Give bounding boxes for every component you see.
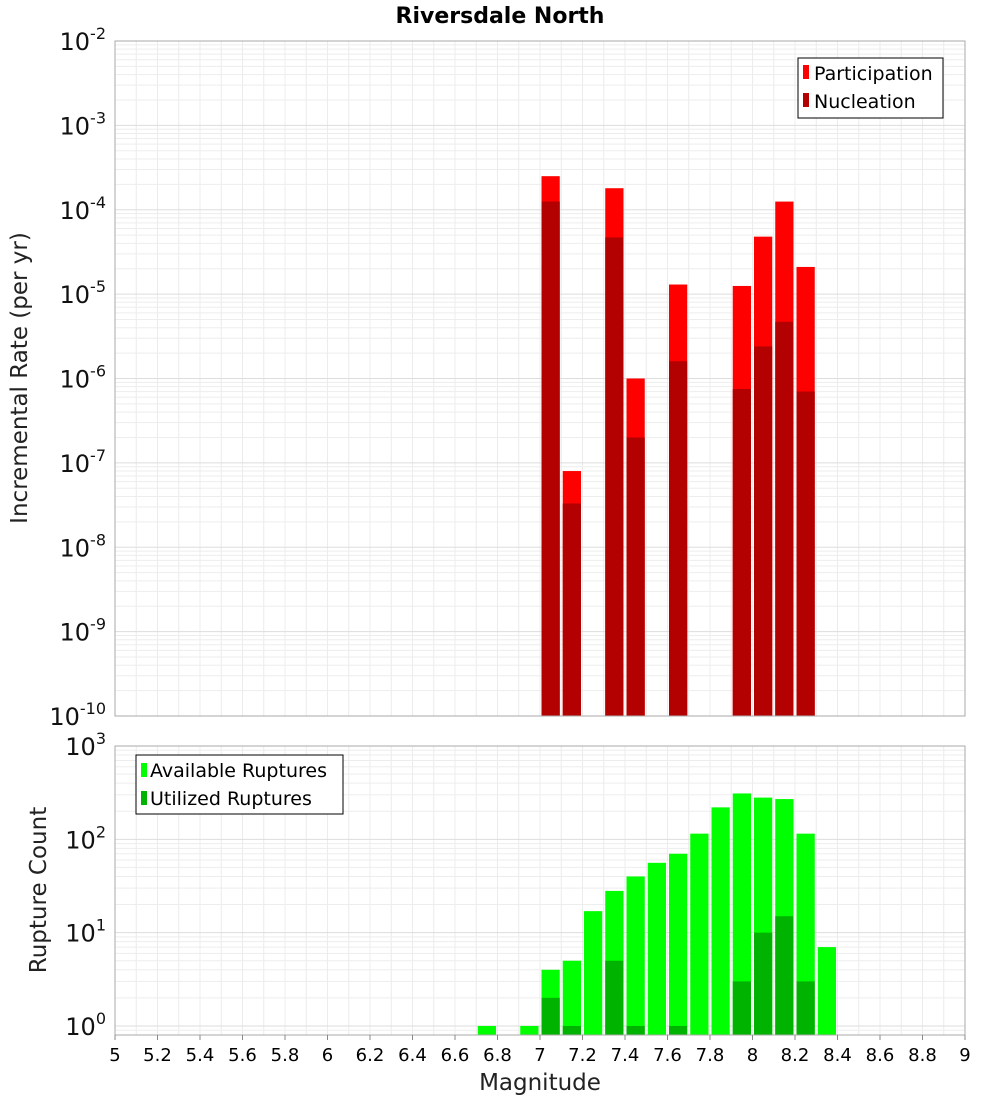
- bottom-panel: 103 102 101 100 5 5.2 5.4 5.6 5.8 6 6.2 6.4 6.6 6.8 7…: [26, 729, 971, 1096]
- x-tick-label: 8.4: [823, 1045, 852, 1066]
- x-tick-label: 7.8: [696, 1045, 725, 1066]
- legend-swatch-nucleation: [803, 93, 809, 107]
- y-tick-label: 10-4: [60, 193, 107, 225]
- bar-available-ruptures: [817, 947, 836, 1035]
- bar-utilized-ruptures: [754, 932, 773, 1035]
- bar-available-ruptures: [477, 1025, 496, 1035]
- y-tick-label: 101: [65, 916, 106, 948]
- bar-available-ruptures: [647, 862, 666, 1035]
- top-panel: 10-2 10-3 10-4 10-5 10-6 10-7 10-8 10-9 10-10 In…: [7, 24, 966, 731]
- legend-label-nucleation: Nucleation: [814, 91, 916, 113]
- x-tick-label: 5.8: [271, 1045, 300, 1066]
- x-axis-label: Magnitude: [479, 1070, 601, 1096]
- top-legend-box: [797, 57, 944, 119]
- bar-available-ruptures: [520, 1025, 539, 1035]
- bar-available-ruptures: [626, 876, 645, 1035]
- bar-nucleation: [626, 437, 645, 716]
- top-bars: [541, 176, 815, 717]
- top-legend: Participation Nucleation: [797, 57, 944, 119]
- legend-swatch-utilized: [141, 791, 147, 805]
- bar-nucleation: [775, 321, 794, 716]
- y-tick-label: 103: [65, 729, 106, 761]
- bar-utilized-ruptures: [605, 960, 624, 1035]
- x-tick-label: 7.6: [653, 1045, 682, 1066]
- legend-label-participation: Participation: [814, 63, 933, 85]
- bottom-legend: Available Ruptures Utilized Ruptures: [135, 754, 344, 815]
- x-tick-label: 6.8: [483, 1045, 512, 1066]
- bar-nucleation: [541, 201, 560, 716]
- x-tick-label: 6.2: [356, 1045, 385, 1066]
- bar-nucleation: [732, 389, 751, 716]
- y-tick-label: 10-3: [60, 108, 107, 140]
- bottom-y-ticks: 103 102 101 100: [65, 729, 106, 1041]
- x-tick-label: 5: [109, 1045, 120, 1066]
- y-tick-label: 10-9: [60, 615, 107, 647]
- legend-swatch-available: [141, 763, 147, 777]
- y-tick-label: 10-10: [49, 699, 106, 731]
- top-gridlines: [114, 40, 966, 717]
- y-tick-label: 100: [65, 1009, 106, 1041]
- y-tick-label: 10-7: [60, 446, 107, 478]
- bar-nucleation: [605, 237, 624, 716]
- x-tick-label: 6: [322, 1045, 333, 1066]
- bar-nucleation: [754, 346, 773, 716]
- x-tick-label: 5.6: [228, 1045, 257, 1066]
- bar-utilized-ruptures: [626, 1025, 645, 1035]
- bar-available-ruptures: [669, 853, 688, 1035]
- bar-available-ruptures: [584, 911, 603, 1035]
- x-tick-label: 8.2: [781, 1045, 810, 1066]
- bar-available-ruptures: [711, 807, 730, 1035]
- bar-nucleation: [796, 391, 815, 716]
- y-tick-label: 102: [65, 822, 106, 854]
- y-tick-label: 10-6: [60, 362, 107, 394]
- x-tick-label: 8: [747, 1045, 758, 1066]
- bar-utilized-ruptures: [541, 997, 560, 1035]
- legend-label-utilized: Utilized Ruptures: [150, 788, 312, 810]
- y-tick-label: 10-5: [60, 277, 107, 309]
- x-tick-label: 5.4: [186, 1045, 215, 1066]
- bottom-x-ticks: 5 5.2 5.4 5.6 5.8 6 6.2 6.4 6.6 6.8 7 7.2 7.4 7.6 7.8 8…: [109, 1035, 971, 1066]
- bar-utilized-ruptures: [562, 1025, 581, 1035]
- x-tick-label: 7: [534, 1045, 545, 1066]
- bar-utilized-ruptures: [669, 1025, 688, 1035]
- top-y-ticks: 10-2 10-3 10-4 10-5 10-6 10-7 10-8 10-9 10-10: [49, 24, 106, 731]
- top-y-axis-label: Incremental Rate (per yr): [7, 232, 33, 524]
- bottom-bars: [477, 793, 836, 1035]
- legend-swatch-participation: [803, 65, 809, 79]
- x-tick-label: 6.4: [398, 1045, 427, 1066]
- bar-utilized-ruptures: [732, 981, 751, 1035]
- bar-nucleation: [669, 361, 688, 716]
- bar-available-ruptures: [732, 793, 751, 1035]
- y-tick-label: 10-8: [60, 530, 107, 562]
- bar-utilized-ruptures: [796, 981, 815, 1035]
- bottom-legend-box: [135, 754, 344, 815]
- x-tick-label: 8.6: [866, 1045, 895, 1066]
- x-tick-label: 7.4: [611, 1045, 640, 1066]
- chart-title: Riversdale North: [396, 4, 605, 29]
- bar-nucleation: [562, 503, 581, 716]
- x-tick-label: 7.2: [568, 1045, 597, 1066]
- x-tick-label: 8.8: [908, 1045, 937, 1066]
- x-tick-label: 9: [959, 1045, 970, 1066]
- y-tick-label: 10-2: [60, 24, 107, 56]
- legend-label-available: Available Ruptures: [150, 760, 327, 782]
- bar-utilized-ruptures: [775, 916, 794, 1035]
- x-tick-label: 5.2: [143, 1045, 172, 1066]
- bar-available-ruptures: [690, 833, 709, 1035]
- top-plot-frame: [114, 40, 966, 717]
- bar-available-ruptures: [562, 960, 581, 1035]
- x-tick-label: 6.6: [441, 1045, 470, 1066]
- bottom-y-axis-label: Rupture Count: [26, 807, 52, 973]
